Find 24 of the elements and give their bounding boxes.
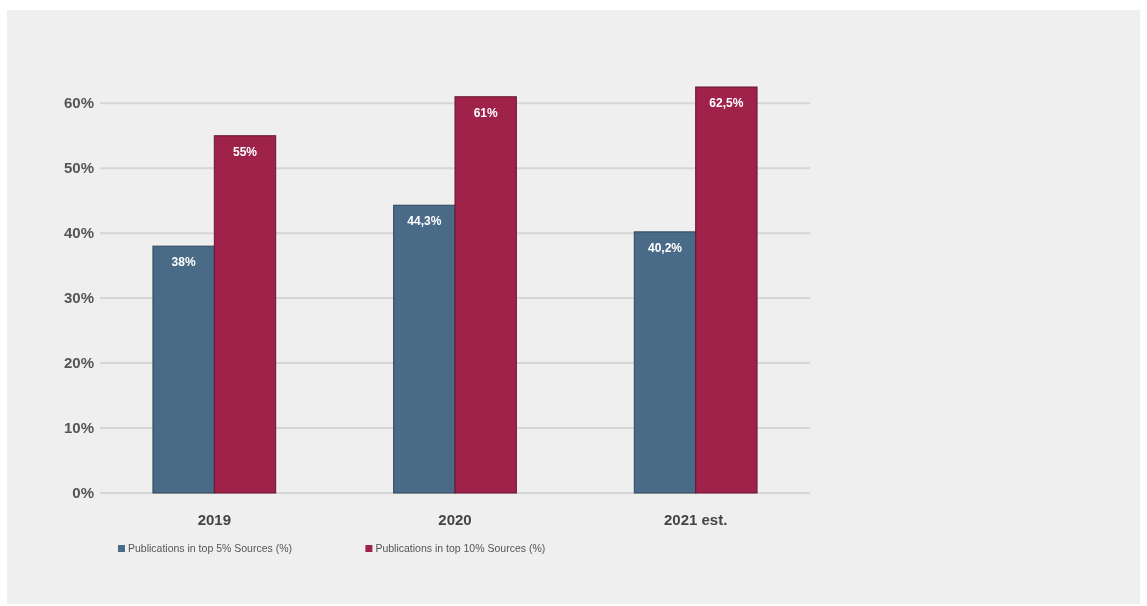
legend-label: Publications in top 5% Sources (%): [128, 542, 292, 554]
data-label: 40,2%: [647, 240, 683, 255]
legend-label: Publications in top 10% Sources (%): [375, 542, 546, 554]
bar: [695, 86, 758, 494]
y-tick-label: 30%: [63, 289, 94, 307]
data-label: 61%: [473, 105, 499, 120]
y-tick-label: 20%: [63, 354, 94, 372]
data-label: 62,5%: [709, 96, 744, 110]
bar: [454, 96, 517, 494]
y-tick-label: 10%: [63, 419, 94, 437]
x-tick-label: 2020: [438, 511, 472, 528]
bar: [152, 245, 215, 494]
x-tick-label: 2021 est.: [663, 511, 728, 528]
bar: [213, 135, 277, 494]
data-label: 44,3%: [407, 214, 442, 229]
x-tick-label: 2019: [197, 511, 232, 528]
bar: [633, 231, 697, 494]
y-tick-label: 50%: [63, 159, 94, 177]
data-label: 55%: [232, 144, 258, 159]
data-label: 38%: [171, 255, 196, 270]
y-tick-label: 0%: [72, 484, 94, 501]
y-tick-label: 60%: [63, 94, 94, 112]
y-tick-label: 40%: [63, 224, 94, 242]
bar: [393, 204, 456, 494]
